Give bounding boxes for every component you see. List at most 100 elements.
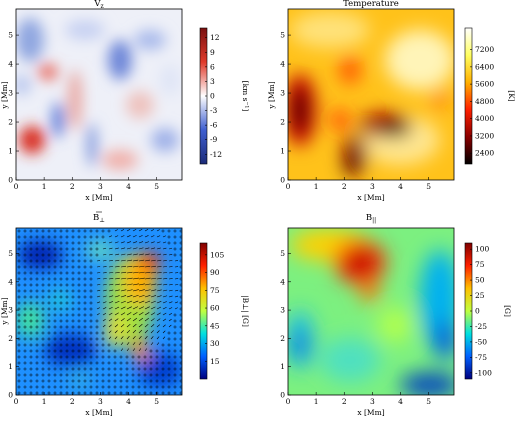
field-vector-dot (65, 343, 69, 347)
field-vector (102, 301, 107, 304)
x-tick-label: 1 (42, 397, 47, 406)
field-vector-dot (119, 391, 123, 395)
field-vector-dot (59, 307, 63, 311)
field-vector-dot (143, 361, 147, 365)
field-vector-dot (83, 277, 87, 281)
panel-bpar-field (288, 228, 454, 395)
field-vector-dot (29, 235, 33, 239)
field-vector (156, 342, 160, 346)
field-vector (156, 235, 161, 238)
field-vector-dot (173, 373, 177, 377)
field-vector (162, 330, 166, 334)
field-vector-dot (41, 373, 45, 377)
field-vector-dot (35, 229, 39, 233)
field-vector-dot (35, 241, 39, 245)
field-vector-dot (59, 325, 63, 329)
field-vector-dot (173, 229, 177, 233)
field-vector-dot (77, 391, 81, 395)
field-vector-dot (41, 235, 45, 239)
field-vector-dot (107, 379, 111, 383)
field-vector-dot (89, 301, 93, 305)
field-vector (156, 318, 161, 322)
field-vector (126, 306, 132, 310)
field-vector (150, 300, 156, 304)
field-vector (174, 260, 179, 262)
y-tick-label: 1 (280, 362, 285, 371)
field-vector-dot (113, 349, 117, 353)
field-vector-dot (83, 235, 87, 239)
field-vector-dot (173, 337, 177, 341)
colorbar-tick-label: 2400 (475, 149, 494, 158)
colorbar-tick-label: 90 (210, 268, 220, 277)
panel-bperp-colorbar-label: |B⊥| [G] (241, 295, 250, 327)
field-vector (138, 300, 145, 304)
field-vector-dot (149, 355, 153, 359)
field-vector-dot (83, 313, 87, 317)
field-vector-dot (95, 253, 99, 257)
field-vector (144, 229, 149, 232)
y-tick-label: 0 (8, 176, 13, 185)
field-vector-dot (59, 283, 63, 287)
x-tick-label: 2 (70, 182, 75, 191)
field-vector-dot (53, 355, 57, 359)
panel-bperp-ylabel: y [Mm] (0, 297, 9, 325)
field-vector-dot (65, 271, 69, 275)
panel-temperature-field (288, 9, 454, 180)
field-vector-dot (101, 331, 105, 335)
field-vector-dot (29, 379, 33, 383)
panel-bpar-xlabel: x [Mm] (357, 408, 384, 417)
field-vector (114, 342, 118, 346)
field-vector (174, 301, 179, 304)
field-vector (114, 295, 120, 298)
x-tick-label: 3 (370, 182, 375, 191)
field-vector-dot (107, 391, 111, 395)
field-vector (144, 241, 150, 244)
field-vector-dot (107, 343, 111, 347)
field-vector-dot (47, 283, 51, 287)
field-vector (114, 318, 119, 322)
field-vector (168, 283, 173, 286)
field-vector-dot (89, 247, 93, 251)
y-tick-label: 4 (280, 277, 285, 286)
field-vector-dot (35, 331, 39, 335)
field-vector-dot (179, 277, 182, 281)
field-vector-dot (149, 361, 153, 365)
panel-temperature-xticks: 0 1 2 3 4 5 (286, 177, 431, 191)
field-vector-dot (101, 361, 105, 365)
field-vector-dot (113, 367, 117, 371)
field-vector-dot (23, 337, 27, 341)
field-vector (144, 312, 150, 316)
field-vector-dot (161, 367, 165, 371)
field-vector-dot (47, 241, 51, 245)
field-vector-dot (101, 367, 105, 371)
field-vector-dot (89, 319, 93, 323)
field-vector-dot (179, 271, 182, 275)
field-vector (108, 295, 114, 298)
field-vector (162, 295, 168, 298)
field-vector-dot (71, 343, 75, 347)
field-vector (156, 283, 162, 286)
field-vector-dot (17, 355, 21, 359)
field-vector-dot (59, 235, 63, 239)
field-vector-dot (179, 325, 182, 329)
field-vector-dot (29, 373, 33, 377)
field-vector (102, 324, 106, 328)
field-vector (132, 312, 138, 316)
field-vector-dot (47, 385, 51, 389)
field-vector (168, 266, 173, 268)
field-vector (126, 265, 133, 268)
field-vector (96, 301, 101, 304)
field-vector-dot (29, 313, 33, 317)
field-vector-dot (161, 379, 165, 383)
panel-bpar-colorbar: 100 75 50 25 0 -25 -50 -75 -100 [G] (464, 242, 512, 380)
field-vector-dot (173, 379, 177, 383)
field-vector (144, 295, 151, 298)
field-vector-dot (65, 355, 69, 359)
field-vector-dot (59, 379, 63, 383)
field-vector-dot (179, 295, 182, 299)
field-vector-dot (41, 325, 45, 329)
field-vector-dot (53, 283, 57, 287)
field-vector (150, 295, 157, 298)
field-vector-dot (173, 313, 177, 317)
x-tick-label: 5 (154, 397, 159, 406)
